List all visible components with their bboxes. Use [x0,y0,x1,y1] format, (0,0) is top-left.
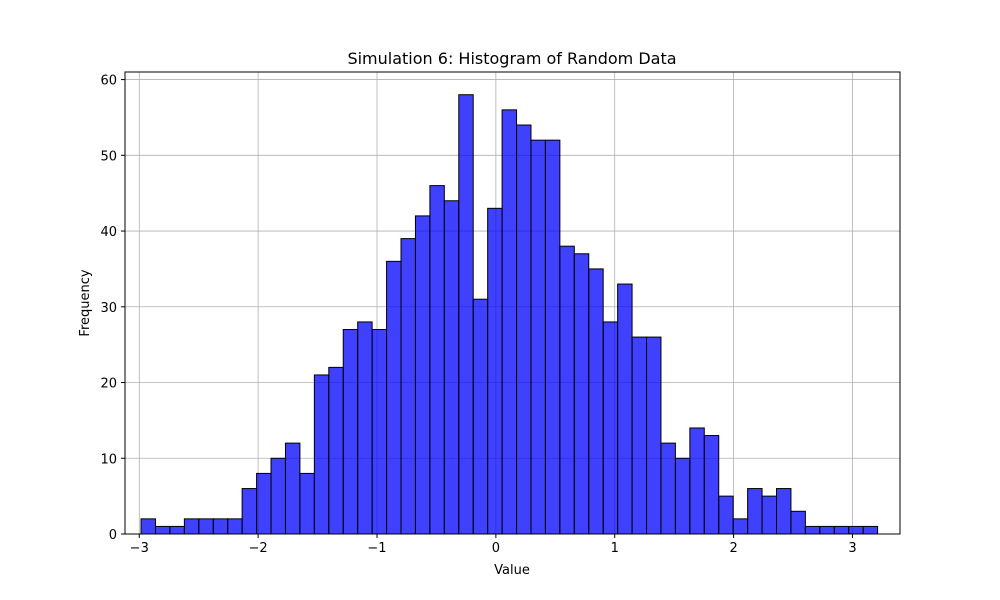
y-tick-label: 30 [100,301,117,316]
histogram-bar [299,472,315,535]
histogram-bar [747,488,763,535]
histogram-bar [227,518,243,535]
histogram-bar [516,124,532,535]
y-tick-label: 20 [100,377,117,392]
chart-title: Simulation 6: Histogram of Random Data [347,49,676,68]
histogram-bar [169,525,185,535]
histogram-bar [761,495,777,535]
histogram-bar [804,525,821,535]
histogram-bar [443,200,460,535]
x-tick-label: −3 [130,541,149,556]
histogram-bar [458,94,474,535]
histogram-bar [631,336,648,535]
histogram-bar [819,525,835,535]
histogram-bar [357,321,373,535]
histogram-bar [588,268,604,535]
x-tick-label: 1 [611,541,619,556]
histogram-bar [703,435,720,535]
histogram-bar [674,457,691,535]
histogram-bar [718,495,734,535]
histogram-bar [501,109,518,535]
histogram-bar [487,207,503,535]
histogram-bar [689,427,705,535]
histogram-bar [313,374,330,535]
histogram-bar [660,442,676,535]
x-tick-label: 2 [729,541,737,556]
histogram-bar [790,510,806,535]
histogram-bar [256,472,272,535]
histogram-bar [198,518,214,535]
histogram-bar [386,260,402,535]
histogram-bar [848,525,864,535]
histogram-bar [862,525,879,535]
histogram-bar [342,329,359,535]
histogram-bar [400,238,416,535]
histogram-bar [328,366,344,535]
y-tick-label: 10 [100,452,117,467]
histogram-bar [646,336,662,535]
histogram-bar [573,253,590,535]
histogram-bar [414,215,431,535]
y-axis-label: Frequency [78,269,93,336]
histogram-bar [530,139,546,535]
histogram-bar [559,245,575,535]
histogram-bar [602,321,619,535]
histogram-bar [472,298,489,535]
histogram-bar [732,518,749,535]
y-tick-label: 50 [100,149,117,164]
x-tick-label: −2 [249,541,268,556]
y-tick-label: 60 [100,74,117,89]
histogram-bar [183,518,200,535]
histogram-bar [429,185,445,535]
x-axis-label: Value [494,563,530,578]
x-tick-label: −1 [367,541,386,556]
x-tick-label: 3 [848,541,856,556]
histogram-bar [212,518,229,535]
histogram-bar [544,139,561,535]
histogram-bar [775,488,792,535]
x-tick-label: 0 [492,541,500,556]
y-tick-label: 0 [109,528,117,543]
histogram-bar [371,329,388,535]
y-tick-label: 40 [100,225,117,240]
histogram-bar [833,525,850,535]
histogram-bar [241,488,258,535]
plot-frame [124,71,901,535]
histogram-bar [154,525,171,535]
histogram-bar [270,457,286,535]
histogram-bar [284,442,301,535]
histogram-bar [617,283,633,535]
histogram-bar [140,518,156,535]
